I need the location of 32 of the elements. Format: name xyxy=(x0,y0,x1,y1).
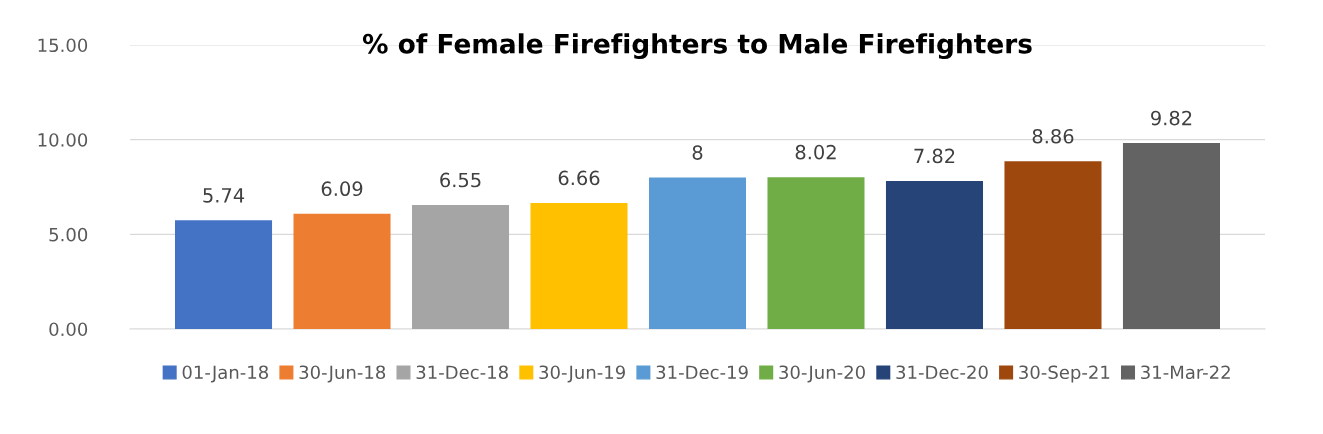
y-tick-label: 15.00 xyxy=(38,38,88,53)
data-label: 8.86 xyxy=(1032,128,1074,144)
legend-label: 30-Sep-21 xyxy=(1019,365,1110,383)
data-label: 6.09 xyxy=(321,181,363,197)
data-label: 6.66 xyxy=(558,170,600,186)
legend-label: 30-Jun-20 xyxy=(779,365,865,383)
data-label: 9.82 xyxy=(1151,110,1192,126)
y-tick-label: 0.00 xyxy=(49,322,88,337)
bar xyxy=(885,180,984,329)
legend-label: 31-Mar-22 xyxy=(1141,365,1230,380)
legend-label: 30-Jun-19 xyxy=(539,365,625,383)
bar xyxy=(648,177,747,329)
bar xyxy=(411,204,510,329)
chart-title: % of Female Firefighters to Male Firefighters xyxy=(362,33,1032,60)
legend-label: 30-Jun-18 xyxy=(299,365,386,383)
bar xyxy=(293,213,391,329)
bar xyxy=(175,220,273,329)
bar xyxy=(530,202,628,329)
bar xyxy=(1122,143,1220,329)
data-label: 8.02 xyxy=(795,144,836,160)
legend-label: 31-Dec-19 xyxy=(656,365,748,380)
bar xyxy=(767,177,865,329)
bar xyxy=(1004,161,1102,329)
data-label: 7.82 xyxy=(914,148,955,164)
y-tick-label: 10.00 xyxy=(38,133,88,147)
data-label: 6.55 xyxy=(440,172,481,188)
legend-label: 31-Dec-18 xyxy=(416,365,508,380)
legend-label: 31-Dec-20 xyxy=(896,365,988,380)
legend-label: 01-Jan-18 xyxy=(182,365,269,383)
y-tick-label: 5.00 xyxy=(49,227,88,242)
data-label: 8 xyxy=(692,145,703,160)
data-label: 5.74 xyxy=(203,188,245,203)
